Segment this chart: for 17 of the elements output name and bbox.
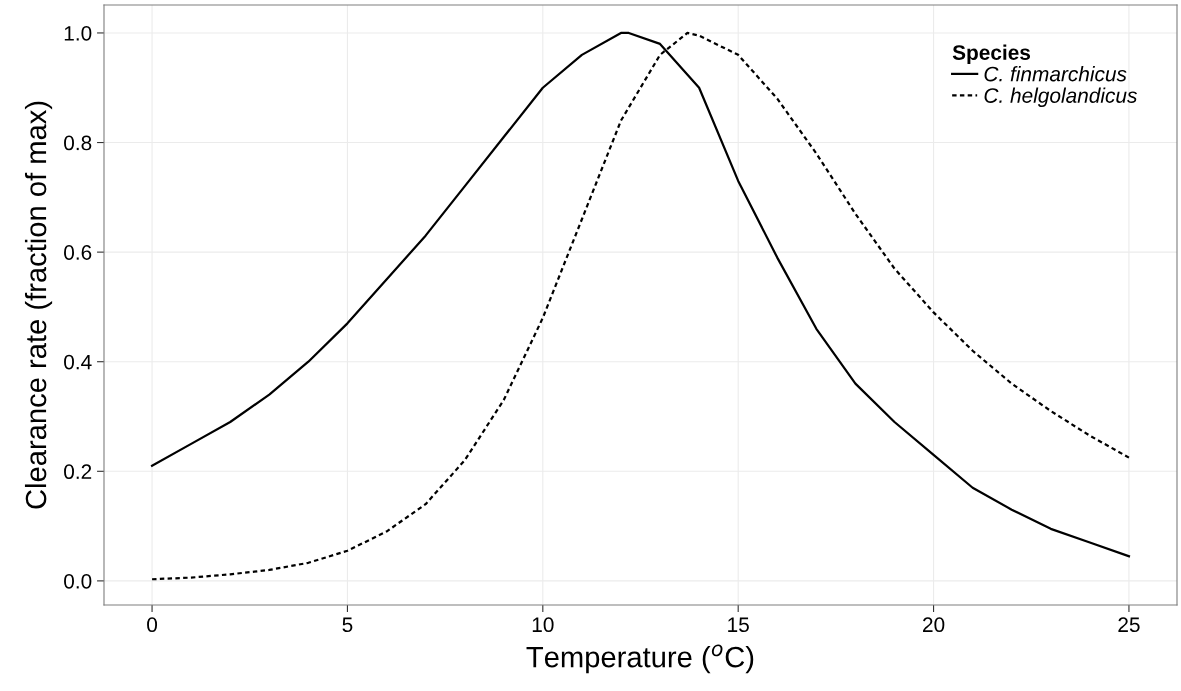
x-tick-label: 0 (147, 617, 158, 633)
y-tick-label: 0.0 (64, 573, 92, 589)
legend-label: C. finmarchicus (984, 66, 1127, 82)
x-tick-label: 25 (1118, 617, 1140, 633)
x-tick-label: 15 (728, 617, 749, 633)
legend-label: C. helgolandicus (984, 87, 1137, 108)
y-tick-label: 0.2 (64, 464, 92, 480)
x-tick-label: 20 (923, 617, 945, 633)
y-tick-label: 1.0 (64, 25, 92, 41)
y-tick-label: 0.8 (64, 135, 92, 151)
y-axis-title: Clearance rate (fraction of max) (24, 101, 53, 509)
y-tick-label: 0.4 (64, 354, 92, 370)
x-tick-label: 10 (532, 617, 554, 633)
x-axis-title: Temperature ($^{o}$C) (526, 644, 754, 674)
legend-title: Species (952, 44, 1031, 64)
y-tick-label: 0.6 (64, 245, 92, 260)
x-tick-label: 5 (342, 617, 353, 633)
